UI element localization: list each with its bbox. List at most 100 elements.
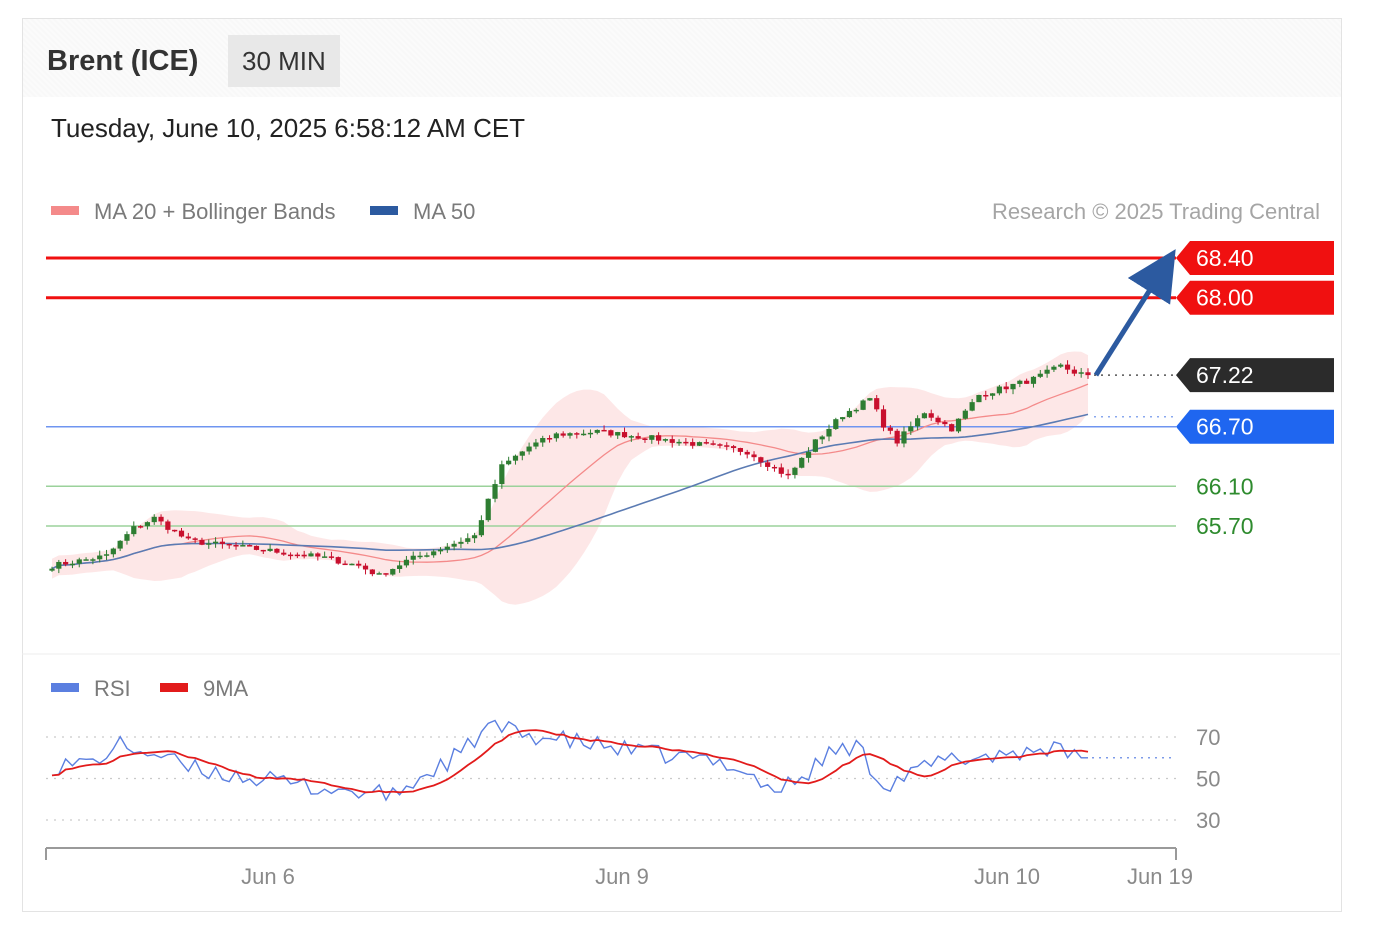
candle-body bbox=[778, 467, 784, 474]
candle-body bbox=[117, 540, 123, 549]
candle-body bbox=[546, 438, 553, 440]
candle-body bbox=[642, 438, 648, 440]
price-tag-text: 67.22 bbox=[1196, 362, 1254, 388]
price-tag-67-22: 67.22 bbox=[1176, 358, 1334, 393]
candle-body bbox=[567, 433, 573, 436]
candle-body bbox=[151, 516, 157, 523]
candle-body bbox=[581, 433, 587, 436]
candle-body bbox=[615, 432, 621, 436]
candle-body bbox=[771, 466, 778, 469]
candle-body bbox=[485, 498, 491, 521]
candle-body bbox=[921, 413, 928, 419]
legend-swatch-ma20 bbox=[51, 206, 79, 215]
candle-body bbox=[601, 429, 607, 432]
candle-body bbox=[717, 444, 723, 446]
timeframe-badge[interactable]: 30 MIN bbox=[228, 35, 340, 87]
candle-body bbox=[553, 433, 559, 439]
candle-body bbox=[724, 445, 730, 447]
candle-body bbox=[908, 426, 914, 432]
candle-body bbox=[812, 439, 818, 452]
price-tags-layer: 68.40 68.00 67.22 66.70 66.10 65.70 bbox=[1176, 241, 1334, 539]
x-tick-label: Jun 10 bbox=[974, 864, 1040, 889]
candle-body bbox=[540, 438, 546, 443]
candle-body bbox=[662, 439, 669, 441]
legend-label-ma50: MA 50 bbox=[413, 199, 475, 224]
candle-body bbox=[451, 543, 457, 547]
legend-label-9ma: 9MA bbox=[203, 676, 249, 701]
candle-body bbox=[281, 552, 287, 555]
candle-body bbox=[274, 548, 280, 553]
candle-body bbox=[942, 422, 948, 425]
candle-body bbox=[560, 433, 566, 436]
candle-body bbox=[737, 448, 743, 452]
rsi-line bbox=[51, 719, 1088, 802]
candle-body bbox=[356, 563, 362, 566]
candle-body bbox=[690, 442, 696, 446]
candle-body bbox=[97, 555, 103, 560]
candle-body bbox=[506, 460, 512, 465]
candle-body bbox=[792, 467, 798, 475]
instrument-title: Brent (ICE) bbox=[47, 45, 199, 77]
candle-body bbox=[751, 454, 757, 458]
candle-body bbox=[397, 565, 403, 569]
candle-body bbox=[403, 559, 410, 566]
candle-body bbox=[785, 473, 791, 476]
candle-body bbox=[1037, 373, 1043, 377]
candle-body bbox=[833, 419, 839, 429]
candle-body bbox=[519, 451, 525, 456]
candle-body bbox=[874, 398, 880, 410]
price-tag-68-00: 68.00 bbox=[1176, 280, 1334, 315]
candle-body bbox=[533, 442, 539, 447]
candle-body bbox=[76, 559, 82, 564]
candle-body bbox=[499, 464, 505, 485]
candle-body bbox=[887, 427, 893, 431]
candle-body bbox=[226, 543, 232, 546]
candle-body bbox=[478, 520, 484, 536]
candle-body bbox=[458, 541, 464, 544]
candle-body bbox=[110, 548, 116, 555]
candle-body bbox=[260, 549, 266, 552]
candle-body bbox=[376, 573, 382, 575]
candle-body bbox=[444, 546, 450, 550]
candle-body bbox=[369, 569, 375, 575]
candle-body bbox=[744, 451, 750, 455]
candle-body bbox=[199, 539, 205, 545]
price-tag-text: 65.70 bbox=[1196, 513, 1254, 539]
candle-body bbox=[90, 559, 96, 561]
candle-body bbox=[860, 400, 866, 410]
candle-body bbox=[124, 534, 130, 541]
candle-body bbox=[362, 565, 369, 570]
candle-body bbox=[765, 462, 771, 467]
candle-body bbox=[1003, 386, 1009, 390]
candle-body bbox=[799, 457, 805, 468]
price-tag-66-10: 66.10 bbox=[1196, 473, 1254, 499]
candle-body bbox=[417, 555, 423, 558]
candle-body bbox=[730, 446, 737, 449]
rsi-9ma-line bbox=[51, 729, 1089, 794]
candle-body bbox=[915, 418, 921, 427]
candle-body bbox=[669, 439, 675, 443]
candle-body bbox=[853, 409, 859, 412]
candle-body bbox=[649, 435, 655, 440]
candle-body bbox=[349, 563, 355, 566]
bollinger-band-layer bbox=[52, 351, 1088, 605]
candle-body bbox=[894, 430, 900, 444]
bollinger-band-area bbox=[52, 351, 1088, 605]
candle-body bbox=[63, 561, 69, 565]
candle-body bbox=[962, 410, 968, 419]
candle-body bbox=[315, 553, 321, 557]
candle-body bbox=[996, 386, 1002, 394]
candle-body bbox=[758, 457, 764, 463]
x-tick-label: Jun 19 bbox=[1127, 864, 1193, 889]
candle-body bbox=[206, 543, 212, 545]
candle-body bbox=[949, 424, 955, 432]
candle-body bbox=[342, 563, 348, 566]
candle-body bbox=[1085, 372, 1091, 376]
candle-body bbox=[49, 568, 55, 571]
chart-timestamp: Tuesday, June 10, 2025 6:58:12 AM CET bbox=[51, 113, 526, 143]
candle-body bbox=[846, 410, 853, 418]
candles-layer bbox=[49, 360, 1091, 577]
ma20-line bbox=[51, 383, 1089, 570]
candle-body bbox=[471, 535, 478, 539]
price-tag-box bbox=[1176, 358, 1334, 393]
